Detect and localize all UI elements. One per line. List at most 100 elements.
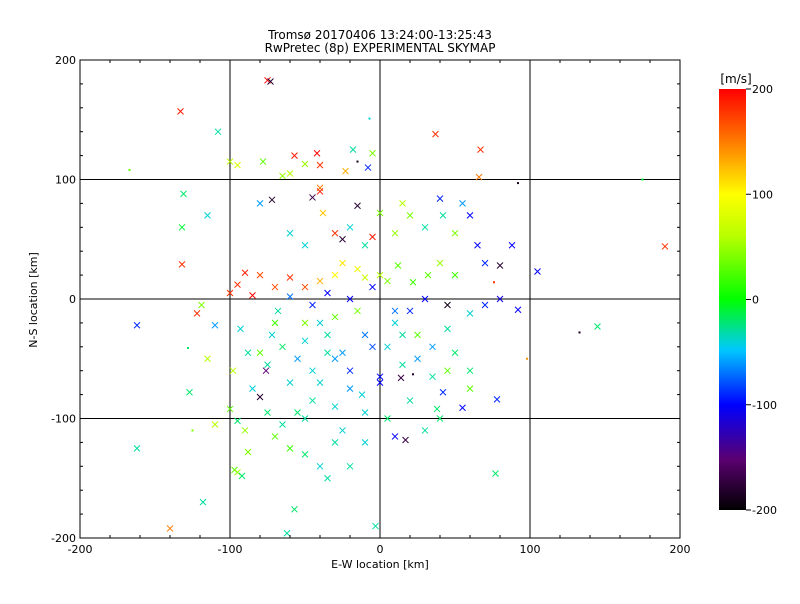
data-point-x: [451, 349, 459, 357]
data-point-x: [402, 436, 409, 444]
data-points: [128, 76, 669, 537]
data-point-x: [244, 349, 252, 357]
data-point-x: [301, 450, 309, 458]
data-point-x: [283, 529, 291, 537]
y-tick-label: -100: [51, 413, 76, 426]
data-point-x: [421, 223, 429, 231]
data-point-x: [226, 158, 234, 165]
data-point-x: [178, 260, 186, 268]
data-point-x: [316, 161, 324, 169]
data-point-x: [354, 265, 361, 273]
data-point-dot: [641, 178, 644, 181]
data-point-x: [324, 331, 331, 339]
data-point-x: [316, 462, 324, 470]
x-tick-label: -200: [68, 543, 93, 556]
data-point-x: [361, 241, 369, 249]
data-point-x: [294, 409, 301, 416]
data-point-x: [369, 343, 376, 351]
y-tick-label: -200: [51, 532, 76, 545]
data-point-x: [433, 405, 441, 413]
grid-lines: [80, 60, 680, 538]
data-point-x: [444, 325, 451, 333]
data-point-x: [301, 337, 309, 345]
y-axis-label: N-S location [km]: [27, 252, 40, 348]
data-point-x: [234, 417, 241, 425]
data-point-x: [256, 349, 264, 357]
data-point-x: [271, 319, 279, 327]
data-point-x: [313, 149, 321, 157]
colorbar: [m/s] 200 100 0 -100 -200: [719, 72, 777, 517]
data-point-x: [346, 223, 354, 231]
data-point-x: [234, 161, 241, 169]
data-point-x: [376, 373, 384, 381]
data-point-x: [409, 278, 417, 286]
data-point-x: [384, 277, 391, 285]
data-point-x: [477, 146, 484, 153]
chart-title: Tromsø 20170406 13:24:00-13:25:43: [267, 28, 492, 42]
data-point-x: [331, 229, 339, 237]
data-point-dot: [578, 331, 581, 334]
data-point-x: [286, 229, 294, 237]
data-point-dot: [526, 357, 528, 360]
data-point-x: [180, 190, 187, 198]
data-point-x: [346, 462, 354, 470]
x-tick-label: 0: [377, 543, 384, 556]
data-point-x: [354, 307, 361, 315]
data-point-x: [226, 405, 234, 413]
data-point-x: [406, 307, 414, 315]
data-point-x: [286, 170, 294, 177]
axis-ticks: [79, 59, 681, 539]
data-point-x: [421, 295, 429, 303]
x-tick-label: -100: [218, 543, 243, 556]
data-point-x: [274, 307, 282, 315]
data-point-x: [514, 306, 522, 314]
data-point-x: [346, 385, 354, 392]
data-point-x: [279, 343, 286, 351]
data-point-x: [466, 367, 474, 375]
data-point-dot: [493, 281, 495, 284]
data-point-x: [436, 415, 444, 422]
data-point-x: [346, 367, 354, 375]
data-point-x: [451, 271, 459, 279]
data-point-x: [211, 321, 219, 329]
data-point-x: [399, 331, 406, 339]
data-point-x: [439, 388, 447, 396]
x-tick-label: 200: [670, 543, 691, 556]
data-point-x: [391, 319, 399, 327]
data-point-x: [133, 321, 141, 329]
data-point-x: [256, 393, 264, 401]
data-point-x: [241, 427, 249, 434]
data-point-x: [316, 188, 324, 195]
data-point-x: [354, 202, 361, 210]
data-point-x: [259, 158, 267, 165]
data-point-x: [349, 146, 357, 153]
data-point-x: [594, 323, 601, 330]
data-point-x: [262, 367, 270, 375]
data-point-x: [451, 229, 459, 237]
data-point-x: [226, 289, 234, 297]
data-point-x: [492, 470, 499, 477]
data-point-x: [399, 361, 406, 369]
data-point-x: [432, 130, 439, 138]
data-point-x: [466, 309, 474, 317]
data-point-x: [268, 331, 276, 339]
data-point-x: [424, 271, 432, 279]
data-point-x: [459, 404, 466, 412]
data-point-x: [339, 235, 346, 243]
data-point-x: [444, 301, 451, 309]
data-point-x: [244, 448, 252, 456]
colorbar-tick-label: -100: [752, 399, 777, 412]
data-point-x: [436, 195, 444, 202]
colorbar-tick-label: 0: [752, 294, 759, 307]
data-point-x: [474, 241, 481, 249]
colorbar-ticks: 200 100 0 -100 -200: [746, 83, 777, 517]
colorbar-tick-label: -200: [752, 504, 777, 517]
y-tick-label: 200: [55, 54, 76, 67]
data-point-x: [301, 241, 309, 249]
data-point-x: [331, 313, 339, 321]
data-point-x: [421, 427, 429, 434]
data-point-x: [399, 200, 406, 207]
data-point-x: [214, 128, 222, 136]
data-point-x: [319, 209, 327, 217]
